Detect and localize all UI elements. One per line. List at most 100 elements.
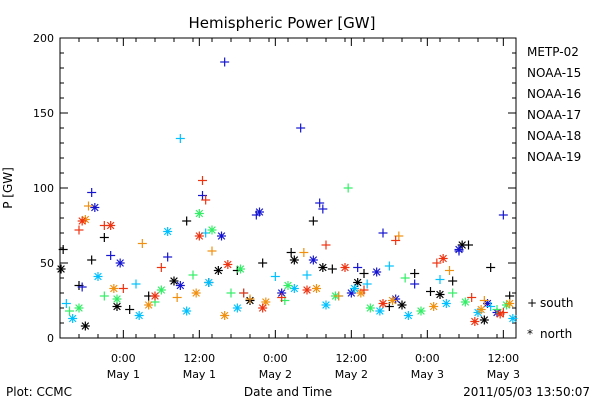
point-south: [410, 279, 420, 289]
point-south: [220, 57, 230, 67]
point-south: [359, 285, 369, 295]
point-north: [258, 303, 268, 313]
point-south: [106, 251, 116, 260]
point-north: [80, 321, 90, 331]
point-north: [429, 302, 439, 311]
legend-entry: NOAA-19: [527, 150, 581, 164]
data-points: [56, 57, 518, 331]
y-tick-label: 0: [47, 332, 54, 345]
x-tick-date: May 1: [107, 368, 140, 381]
chart-title: Hemispheric Power [GW]: [189, 14, 376, 32]
point-south: [172, 293, 182, 302]
point-north: [388, 296, 397, 305]
point-south: [258, 258, 268, 268]
point-south: [384, 261, 394, 271]
legend-entry: NOAA-16: [527, 87, 581, 101]
point-south: [410, 269, 420, 278]
point-north: [112, 294, 122, 304]
legend-entry: METP-02: [527, 45, 579, 59]
x-tick-date: May 3: [487, 368, 520, 381]
point-north: [375, 306, 385, 316]
y-tick-label: 100: [33, 182, 54, 195]
point-north: [372, 267, 382, 277]
point-north: [308, 255, 318, 265]
point-north: [217, 231, 226, 241]
y-tick-label: 50: [40, 257, 54, 270]
point-south: [308, 216, 318, 226]
point-north: [416, 306, 426, 316]
point-south: [226, 288, 236, 298]
point-south: [479, 296, 489, 305]
point-north: [441, 299, 451, 308]
point-north: [397, 300, 407, 310]
point-south: [432, 258, 442, 268]
point-south: [400, 273, 410, 283]
point-north: [194, 209, 204, 218]
point-north: [236, 264, 245, 274]
point-south: [175, 134, 185, 143]
point-south: [353, 263, 363, 272]
x-tick-date: May 3: [411, 368, 444, 381]
point-south: [163, 252, 173, 262]
point-south: [188, 270, 198, 280]
point-south: [299, 248, 309, 257]
point-north: [283, 281, 293, 290]
point-south: [198, 176, 207, 185]
point-south: [87, 255, 97, 265]
point-south: [448, 276, 458, 286]
x-axis: 0:00 May 1 12:00 May 1 0:00 May 2 12:00 May 2 0:…: [59, 38, 520, 381]
point-south: [315, 198, 325, 208]
x-tick-date: May 1: [183, 368, 216, 381]
point-north: [302, 285, 312, 295]
y-axis: 0 50 100 150 200: [33, 32, 516, 345]
point-south: [448, 288, 458, 298]
x-tick-time: 0:00: [111, 352, 136, 365]
point-south: [156, 263, 166, 272]
point-south: [327, 264, 337, 274]
point-south: [270, 272, 280, 281]
point-north: [350, 284, 359, 293]
legend: METP-02 NOAA-15 NOAA-16 NOAA-17 NOAA-18 NOAA-…: [527, 45, 581, 164]
point-south: [74, 225, 84, 235]
point-north: [454, 245, 464, 254]
marker-legend-label: south: [540, 296, 574, 310]
point-south: [378, 228, 388, 238]
point-north: [312, 284, 321, 293]
point-north: [460, 297, 470, 307]
point-north: [68, 314, 78, 323]
point-north: [438, 254, 448, 263]
point-north: [378, 299, 388, 308]
point-north: [175, 281, 185, 290]
point-north: [232, 303, 242, 313]
point-south: [77, 282, 87, 292]
legend-entry: NOAA-17: [527, 108, 581, 122]
x-tick-time: 0:00: [263, 352, 288, 365]
point-north: [403, 311, 413, 320]
point-south: [245, 294, 255, 304]
point-north: [156, 285, 166, 295]
y-axis-label: P [GW]: [1, 167, 15, 209]
point-south: [277, 293, 287, 302]
point-north: [182, 306, 192, 316]
x-tick-date: May 2: [335, 368, 368, 381]
point-north: [134, 311, 144, 320]
point-south: [334, 291, 344, 301]
point-north: [505, 299, 515, 308]
point-south: [99, 291, 109, 301]
x-tick-date: May 2: [259, 368, 292, 381]
point-south: [125, 305, 135, 314]
point-south: [61, 299, 71, 308]
point-south: [182, 216, 192, 226]
point-south: [321, 240, 331, 250]
point-north: [495, 309, 505, 319]
point-north: [365, 303, 375, 313]
y-tick-label: 150: [33, 107, 54, 120]
point-south: [65, 306, 74, 316]
point-north: [56, 264, 66, 274]
point-north: [318, 263, 328, 272]
point-south: [286, 248, 296, 257]
point-south: [426, 287, 435, 296]
point-north: [213, 266, 223, 275]
point-north: [150, 291, 160, 301]
point-south: [435, 275, 445, 284]
